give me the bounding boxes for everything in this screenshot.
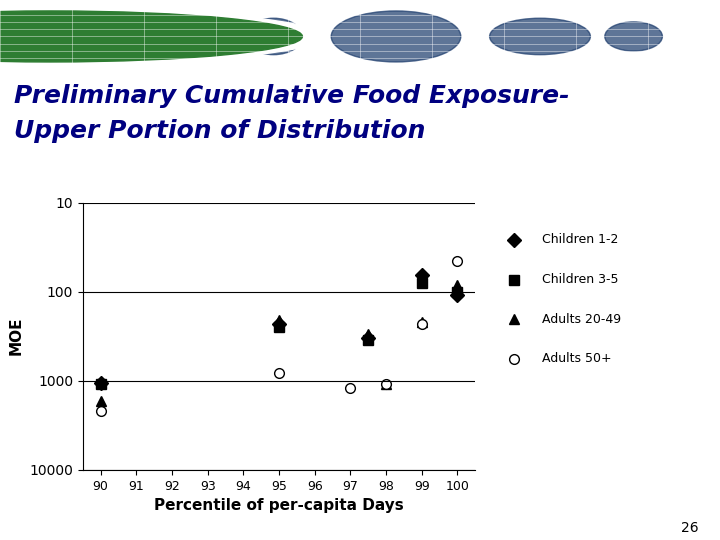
- Text: Preliminary Cumulative Food Exposure-: Preliminary Cumulative Food Exposure-: [14, 84, 570, 107]
- Text: Children 3-5: Children 3-5: [542, 273, 618, 286]
- Ellipse shape: [331, 11, 461, 62]
- Text: Adults 20-49: Adults 20-49: [542, 313, 621, 326]
- Circle shape: [0, 11, 302, 62]
- X-axis label: Percentile of per-capita Days: Percentile of per-capita Days: [154, 498, 404, 513]
- Ellipse shape: [137, 15, 223, 58]
- Circle shape: [0, 9, 324, 64]
- Y-axis label: MOE: MOE: [9, 317, 24, 355]
- Ellipse shape: [490, 18, 590, 55]
- Ellipse shape: [605, 22, 662, 51]
- Text: Children 1-2: Children 1-2: [542, 233, 618, 246]
- Text: Upper Portion of Distribution: Upper Portion of Distribution: [14, 119, 426, 143]
- Ellipse shape: [245, 18, 302, 55]
- Text: 26: 26: [681, 521, 698, 535]
- Text: Adults 50+: Adults 50+: [542, 353, 612, 366]
